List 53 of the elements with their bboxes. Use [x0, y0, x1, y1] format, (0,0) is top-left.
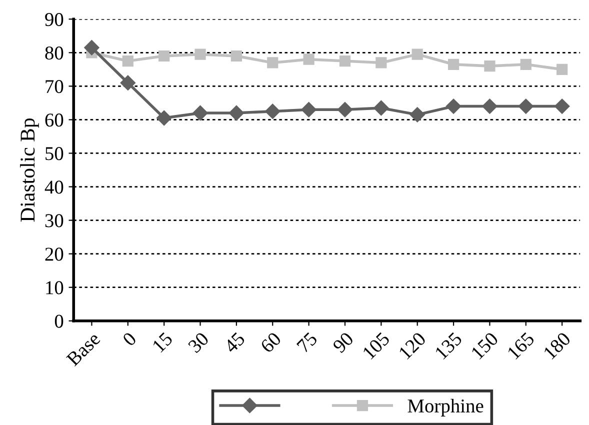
y-tick-label: 10 — [46, 281, 64, 294]
point — [520, 58, 532, 70]
x-tick-label: Base — [66, 332, 101, 367]
x-tick-label: 30 — [188, 332, 210, 354]
point — [448, 58, 460, 70]
point — [120, 75, 136, 90]
point — [446, 98, 462, 114]
point — [554, 98, 570, 114]
point — [156, 110, 172, 126]
y-tick-label: 50 — [46, 147, 64, 160]
y-tick-label: 80 — [45, 46, 64, 60]
point — [376, 57, 387, 68]
y-tick-label: 40 — [44, 180, 64, 194]
y-tick-label: 60 — [45, 114, 64, 127]
y-axis-title: Diastolic Bp — [20, 118, 39, 222]
point — [412, 48, 423, 60]
x-tick-label: 60 — [260, 332, 282, 354]
x-tick-label: 180 — [543, 332, 572, 360]
point — [482, 98, 498, 114]
legend-label: Morphine — [408, 398, 484, 416]
point — [303, 54, 314, 65]
x-tick-label: 120 — [398, 332, 426, 360]
point — [556, 64, 568, 75]
x-tick-label: 135 — [434, 332, 463, 360]
x-tick-label: 15 — [152, 332, 174, 353]
point — [267, 57, 278, 68]
x-tick-label: 150 — [470, 332, 499, 360]
point — [230, 50, 242, 62]
point — [228, 105, 244, 121]
point — [84, 40, 100, 56]
point — [374, 100, 389, 116]
x-tick-label: 0 — [122, 332, 138, 347]
point — [484, 60, 496, 72]
point — [194, 48, 206, 60]
x-tick-label: 45 — [223, 332, 246, 354]
y-tick-label: 70 — [46, 80, 64, 94]
y-tick-label: 0 — [54, 314, 64, 328]
x-tick-label: 165 — [506, 332, 536, 360]
y-tick-label: 30 — [45, 214, 64, 228]
y-tick-label: 20 — [45, 248, 64, 261]
point — [265, 104, 280, 119]
point — [410, 107, 425, 122]
y-tick-label: 90 — [45, 12, 64, 26]
x-tick-label: 105 — [362, 332, 390, 360]
x-tick-label: 75 — [296, 332, 318, 354]
point — [518, 98, 534, 114]
point — [337, 102, 353, 118]
point — [158, 50, 170, 62]
point — [192, 105, 208, 121]
point — [122, 55, 134, 67]
point — [339, 55, 351, 67]
x-tick-label: 90 — [332, 332, 354, 354]
point — [301, 102, 316, 118]
